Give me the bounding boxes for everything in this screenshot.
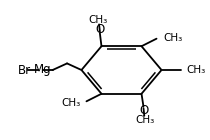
- Text: Br: Br: [17, 64, 31, 76]
- Text: CH₃: CH₃: [89, 15, 108, 25]
- Text: CH₃: CH₃: [61, 98, 80, 108]
- Text: O: O: [95, 23, 105, 36]
- Text: CH₃: CH₃: [135, 115, 155, 125]
- Text: Mg: Mg: [34, 64, 52, 76]
- Text: CH₃: CH₃: [163, 33, 182, 43]
- Text: CH₃: CH₃: [186, 65, 206, 75]
- Text: O: O: [139, 104, 148, 117]
